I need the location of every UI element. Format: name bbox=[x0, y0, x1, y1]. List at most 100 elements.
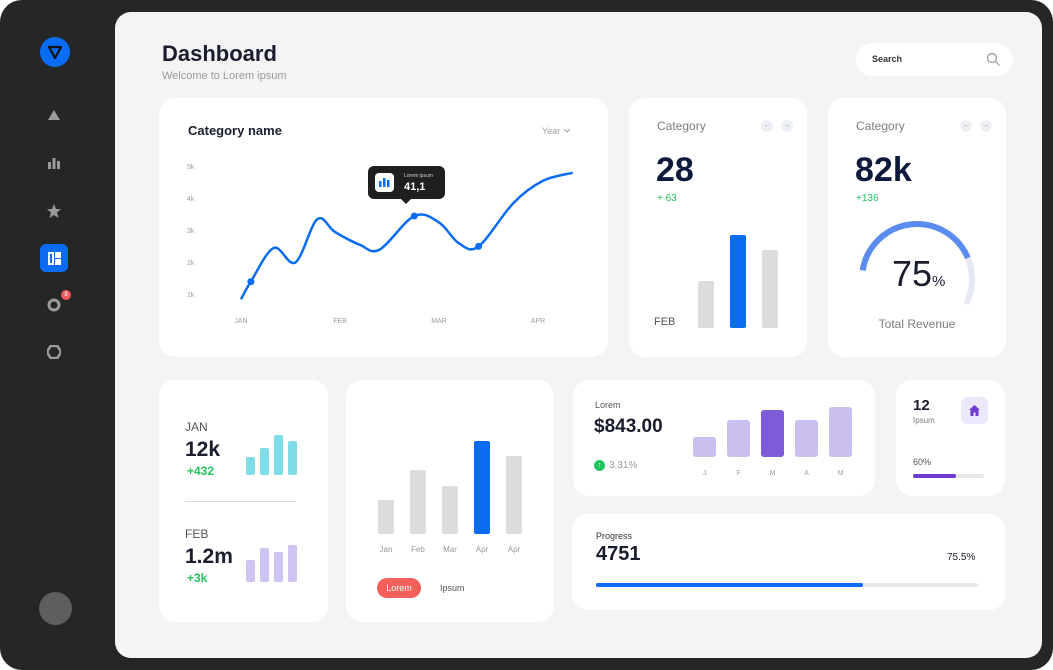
line-chart-card: Category name Year 5k 4k 3k 2k 1k JAN FE… bbox=[159, 98, 608, 357]
category-card: Category ← → 28 + 63 FEB bbox=[629, 98, 807, 357]
logo[interactable] bbox=[40, 37, 70, 67]
legend-ipsum-button[interactable]: Ipsum bbox=[440, 583, 465, 593]
lorem-change: ↑ 3.31% bbox=[594, 460, 637, 471]
category-bar bbox=[762, 250, 778, 328]
ipsum-card: 12 Ipsum 60% bbox=[896, 380, 1005, 496]
bar-x-label: Feb bbox=[411, 545, 425, 554]
sidebar-item-triangle[interactable] bbox=[40, 101, 68, 129]
bar-x-label: Apr bbox=[507, 545, 521, 554]
line-point[interactable] bbox=[475, 242, 483, 250]
main-content: Dashboard Welcome to Lorem ipsum Search … bbox=[115, 12, 1042, 658]
gauge-label: Total Revenue bbox=[878, 317, 956, 331]
bar-x-label: Apr bbox=[475, 545, 489, 554]
month-value: 1.2m bbox=[185, 545, 233, 568]
ipsum-progress-bar bbox=[913, 474, 984, 478]
x-tick-label: MAR bbox=[431, 318, 447, 325]
home-button[interactable] bbox=[961, 397, 988, 424]
month-delta: +432 bbox=[187, 464, 215, 478]
dashboard-icon bbox=[47, 251, 61, 265]
home-icon bbox=[969, 405, 980, 416]
progress-value: 4751 bbox=[596, 543, 641, 565]
progress-bar bbox=[596, 583, 978, 587]
progress-card: Progress 4751 75.5% bbox=[572, 514, 1005, 610]
revenue-gauge bbox=[859, 221, 975, 306]
sidebar-item-favorites[interactable] bbox=[40, 197, 68, 225]
sidebar-item-stats[interactable] bbox=[40, 149, 68, 177]
tooltip-label: Lorem ipsum bbox=[404, 173, 433, 179]
month-label: FEB bbox=[185, 527, 209, 541]
line-chart bbox=[239, 171, 573, 300]
pager: ← → bbox=[960, 120, 992, 132]
lorem-label: Lorem bbox=[595, 400, 621, 410]
line-series bbox=[239, 171, 573, 300]
triangle-icon bbox=[48, 110, 60, 120]
mini-bar bbox=[246, 457, 255, 475]
bar-x-label: Jan bbox=[379, 545, 393, 554]
chevron-down-icon bbox=[563, 128, 571, 133]
mini-bar bbox=[288, 441, 297, 475]
range-dropdown-value: Year bbox=[542, 126, 561, 136]
lorem-bar bbox=[795, 420, 818, 457]
month-value: 12k bbox=[185, 438, 221, 461]
category-value: 28 bbox=[656, 151, 694, 189]
category-bar bbox=[698, 281, 714, 328]
search-icon[interactable] bbox=[986, 52, 1001, 67]
gauge-fill bbox=[859, 221, 971, 271]
page-title: Dashboard bbox=[162, 41, 277, 66]
ipsum-percent: 60% bbox=[913, 457, 932, 467]
ipsum-label: Ipsum bbox=[913, 416, 935, 425]
bar bbox=[474, 441, 490, 534]
bar bbox=[410, 470, 426, 534]
revenue-card: Category ← → 82k +136 75% Total Revenue bbox=[828, 98, 1006, 357]
month-delta: +3k bbox=[187, 571, 208, 585]
prev-arrow-icon[interactable]: ← bbox=[960, 120, 972, 132]
avatar[interactable] bbox=[39, 592, 72, 625]
line-point[interactable] bbox=[410, 212, 418, 220]
legend-lorem-button[interactable]: Lorem bbox=[377, 578, 421, 598]
bar bbox=[378, 500, 394, 534]
y-tick-label: 4k bbox=[187, 196, 195, 203]
sidebar-item-dashboard[interactable] bbox=[40, 244, 68, 272]
line-chart-title: Category name bbox=[188, 123, 282, 138]
bar-chart-card: Jan Feb Mar Apr Apr Lorem Ipsum bbox=[346, 380, 554, 622]
next-arrow-icon[interactable]: → bbox=[980, 120, 992, 132]
category-delta: +136 bbox=[856, 193, 879, 204]
gauge-number: 75 bbox=[892, 253, 933, 294]
page-subtitle: Welcome to Lorem ipsum bbox=[162, 70, 287, 82]
x-tick-label: APR bbox=[530, 318, 546, 325]
y-tick-label: 5k bbox=[187, 164, 195, 171]
bar-label: FEB bbox=[654, 316, 676, 328]
lorem-bar-x-label: M bbox=[769, 470, 776, 477]
monthly-card: JAN 12k +432 FEB 1.2m +3k bbox=[159, 380, 328, 622]
lorem-change-value: 3.31% bbox=[609, 460, 638, 471]
lorem-bar bbox=[829, 407, 852, 457]
star-icon bbox=[47, 204, 61, 218]
category-title: Category bbox=[856, 119, 905, 133]
sidebar-item-notifications[interactable] bbox=[40, 291, 68, 319]
range-dropdown[interactable]: Year bbox=[542, 126, 571, 136]
lorem-bar-x-label: J bbox=[702, 470, 707, 477]
lorem-value: $843.00 bbox=[594, 416, 663, 437]
mini-bar bbox=[260, 448, 269, 475]
next-arrow-icon[interactable]: → bbox=[781, 120, 793, 132]
hexagon-icon bbox=[47, 345, 61, 359]
tooltip-value: 41,1 bbox=[404, 181, 426, 193]
y-tick-label: 1k bbox=[187, 292, 195, 299]
notification-ring-icon bbox=[47, 298, 61, 312]
category-bar bbox=[730, 235, 746, 328]
progress-fill bbox=[596, 583, 864, 587]
bar-x-label: Mar bbox=[443, 545, 457, 554]
mini-bar bbox=[246, 560, 255, 582]
ipsum-progress-fill bbox=[913, 474, 956, 478]
sidebar-item-settings[interactable] bbox=[40, 338, 68, 366]
prev-arrow-icon[interactable]: ← bbox=[761, 120, 773, 132]
chart-tooltip: Lorem ipsum 41,1 bbox=[368, 166, 445, 204]
bar bbox=[442, 486, 458, 534]
month-label: JAN bbox=[185, 420, 208, 434]
search-input[interactable]: Search bbox=[856, 43, 1013, 76]
bar-chart-icon bbox=[375, 173, 394, 192]
divider bbox=[185, 501, 296, 502]
lorem-bar-x-label: M bbox=[837, 470, 844, 477]
line-point[interactable] bbox=[247, 278, 255, 286]
